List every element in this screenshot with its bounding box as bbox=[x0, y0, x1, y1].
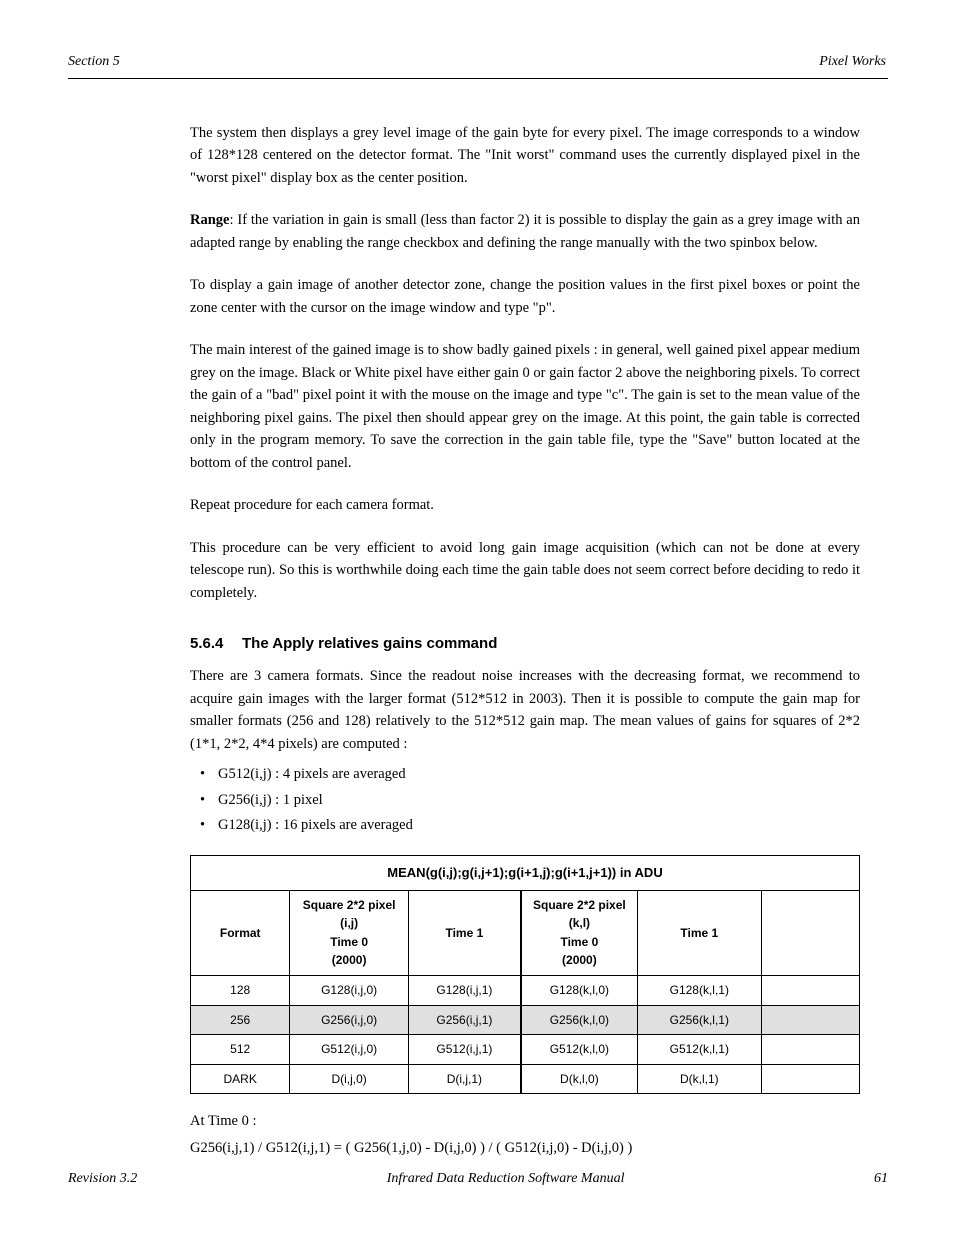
equation: G256(i,j,1) / G512(i,j,1) = ( G256(1,j,0… bbox=[190, 1137, 860, 1159]
heading-text: The Apply relatives gains command bbox=[242, 632, 497, 655]
table-row: DARK D(i,j,0) D(i,j,1) D(k,l,0) D(k,l,1) bbox=[191, 1064, 860, 1094]
table-cell: 512 bbox=[191, 1035, 290, 1065]
paragraph: This procedure can be very efficient to … bbox=[190, 537, 860, 604]
hdr-line2: Time 1 bbox=[445, 926, 483, 940]
table-title: MEAN(g(i,j);g(i,j+1);g(i+1,j);g(i+1,j+1)… bbox=[191, 855, 860, 890]
table-cell: DARK bbox=[191, 1064, 290, 1094]
table-cell: D(i,j,0) bbox=[290, 1064, 408, 1094]
label-range: Range bbox=[190, 212, 229, 228]
table-header bbox=[761, 890, 859, 975]
table-cell: G128(k,l,0) bbox=[521, 976, 637, 1006]
top-rule bbox=[68, 78, 888, 79]
bullet-text: G128(i,j) : 16 pixels are averaged bbox=[218, 814, 860, 836]
bullet-text: G512(i,j) : 4 pixels are averaged bbox=[218, 763, 860, 785]
running-head-right: Pixel Works bbox=[819, 54, 886, 70]
table-header: Format bbox=[191, 890, 290, 975]
table-row: 256 G256(i,j,0) G256(i,j,1) G256(k,l,0) … bbox=[191, 1005, 860, 1035]
paragraph: Range: If the variation in gain is small… bbox=[190, 209, 860, 254]
paragraph: The main interest of the gained image is… bbox=[190, 339, 860, 474]
table-cell: 128 bbox=[191, 976, 290, 1006]
hdr-line3: (2000) bbox=[332, 953, 367, 967]
bullet-text: G256(i,j) : 1 pixel bbox=[218, 789, 860, 811]
table-cell: G128(i,j,1) bbox=[408, 976, 521, 1006]
table-row: 512 G512(i,j,0) G512(i,j,1) G512(k,l,0) … bbox=[191, 1035, 860, 1065]
paragraph: The system then displays a grey level im… bbox=[190, 122, 860, 189]
bullet-glyph: • bbox=[200, 789, 218, 811]
table-cell: G512(k,l,0) bbox=[521, 1035, 637, 1065]
table-cell: G512(k,l,1) bbox=[637, 1035, 761, 1065]
equation-intro: At Time 0 : bbox=[190, 1110, 860, 1132]
table-cell: D(k,l,1) bbox=[637, 1064, 761, 1094]
section-heading: 5.6.4 The Apply relatives gains command bbox=[190, 632, 860, 655]
bullet-item: • G512(i,j) : 4 pixels are averaged bbox=[200, 763, 860, 785]
paragraph: To display a gain image of another detec… bbox=[190, 274, 860, 319]
hdr-line1: Square 2*2 pixel (i,j) bbox=[303, 898, 396, 931]
table-cell: G128(k,l,1) bbox=[637, 976, 761, 1006]
footer-center: Infrared Data Reduction Software Manual bbox=[387, 1171, 625, 1187]
page-footer: Revision 3.2 Infrared Data Reduction Sof… bbox=[68, 1171, 888, 1187]
table-cell: G256(i,j,1) bbox=[408, 1005, 521, 1035]
table-cell: G256(k,l,1) bbox=[637, 1005, 761, 1035]
table-cell bbox=[761, 1064, 859, 1094]
table-header: Square 2*2 pixel (i,j) Time 0 (2000) bbox=[290, 890, 408, 975]
bullet-item: • G128(i,j) : 16 pixels are averaged bbox=[200, 814, 860, 836]
hdr-line2: Time 0 bbox=[330, 935, 368, 949]
table-header: Time 1 bbox=[637, 890, 761, 975]
table: MEAN(g(i,j);g(i,j+1);g(i+1,j);g(i+1,j+1)… bbox=[190, 855, 860, 1095]
table-row: 128 G128(i,j,0) G128(i,j,1) G128(k,l,0) … bbox=[191, 976, 860, 1006]
table-cell: G128(i,j,0) bbox=[290, 976, 408, 1006]
table-header-row: Format Square 2*2 pixel (i,j) Time 0 (20… bbox=[191, 890, 860, 975]
table-header: Time 1 bbox=[408, 890, 521, 975]
table-cell: G256(i,j,0) bbox=[290, 1005, 408, 1035]
hdr-line1: Square 2*2 pixel (k,l) bbox=[533, 898, 626, 931]
table-cell bbox=[761, 1005, 859, 1035]
footer-right: 61 bbox=[874, 1171, 888, 1187]
paragraph: There are 3 camera formats. Since the re… bbox=[190, 665, 860, 755]
running-head-left: Section 5 bbox=[68, 54, 120, 70]
footer-left: Revision 3.2 bbox=[68, 1171, 137, 1187]
paragraph-text: : If the variation in gain is small (les… bbox=[190, 212, 860, 250]
bullet-glyph: • bbox=[200, 814, 218, 836]
table-cell bbox=[761, 1035, 859, 1065]
table-cell: G512(i,j,1) bbox=[408, 1035, 521, 1065]
hdr-line2: Time 0 bbox=[560, 935, 598, 949]
table-title-row: MEAN(g(i,j);g(i,j+1);g(i+1,j);g(i+1,j+1)… bbox=[191, 855, 860, 890]
hdr-line3: (2000) bbox=[562, 953, 597, 967]
table-cell: 256 bbox=[191, 1005, 290, 1035]
table-header: Square 2*2 pixel (k,l) Time 0 (2000) bbox=[521, 890, 637, 975]
paragraph: Repeat procedure for each camera format. bbox=[190, 494, 860, 516]
body-content: The system then displays a grey level im… bbox=[190, 122, 860, 1179]
bullet-glyph: • bbox=[200, 763, 218, 785]
hdr-line2: Time 1 bbox=[680, 926, 718, 940]
table-cell: G512(i,j,0) bbox=[290, 1035, 408, 1065]
heading-number: 5.6.4 bbox=[190, 632, 242, 655]
bullet-item: • G256(i,j) : 1 pixel bbox=[200, 789, 860, 811]
table-cell bbox=[761, 976, 859, 1006]
table-cell: D(i,j,1) bbox=[408, 1064, 521, 1094]
gain-table: MEAN(g(i,j);g(i,j+1);g(i+1,j);g(i+1,j+1)… bbox=[190, 855, 860, 1095]
table-cell: D(k,l,0) bbox=[521, 1064, 637, 1094]
table-cell: G256(k,l,0) bbox=[521, 1005, 637, 1035]
